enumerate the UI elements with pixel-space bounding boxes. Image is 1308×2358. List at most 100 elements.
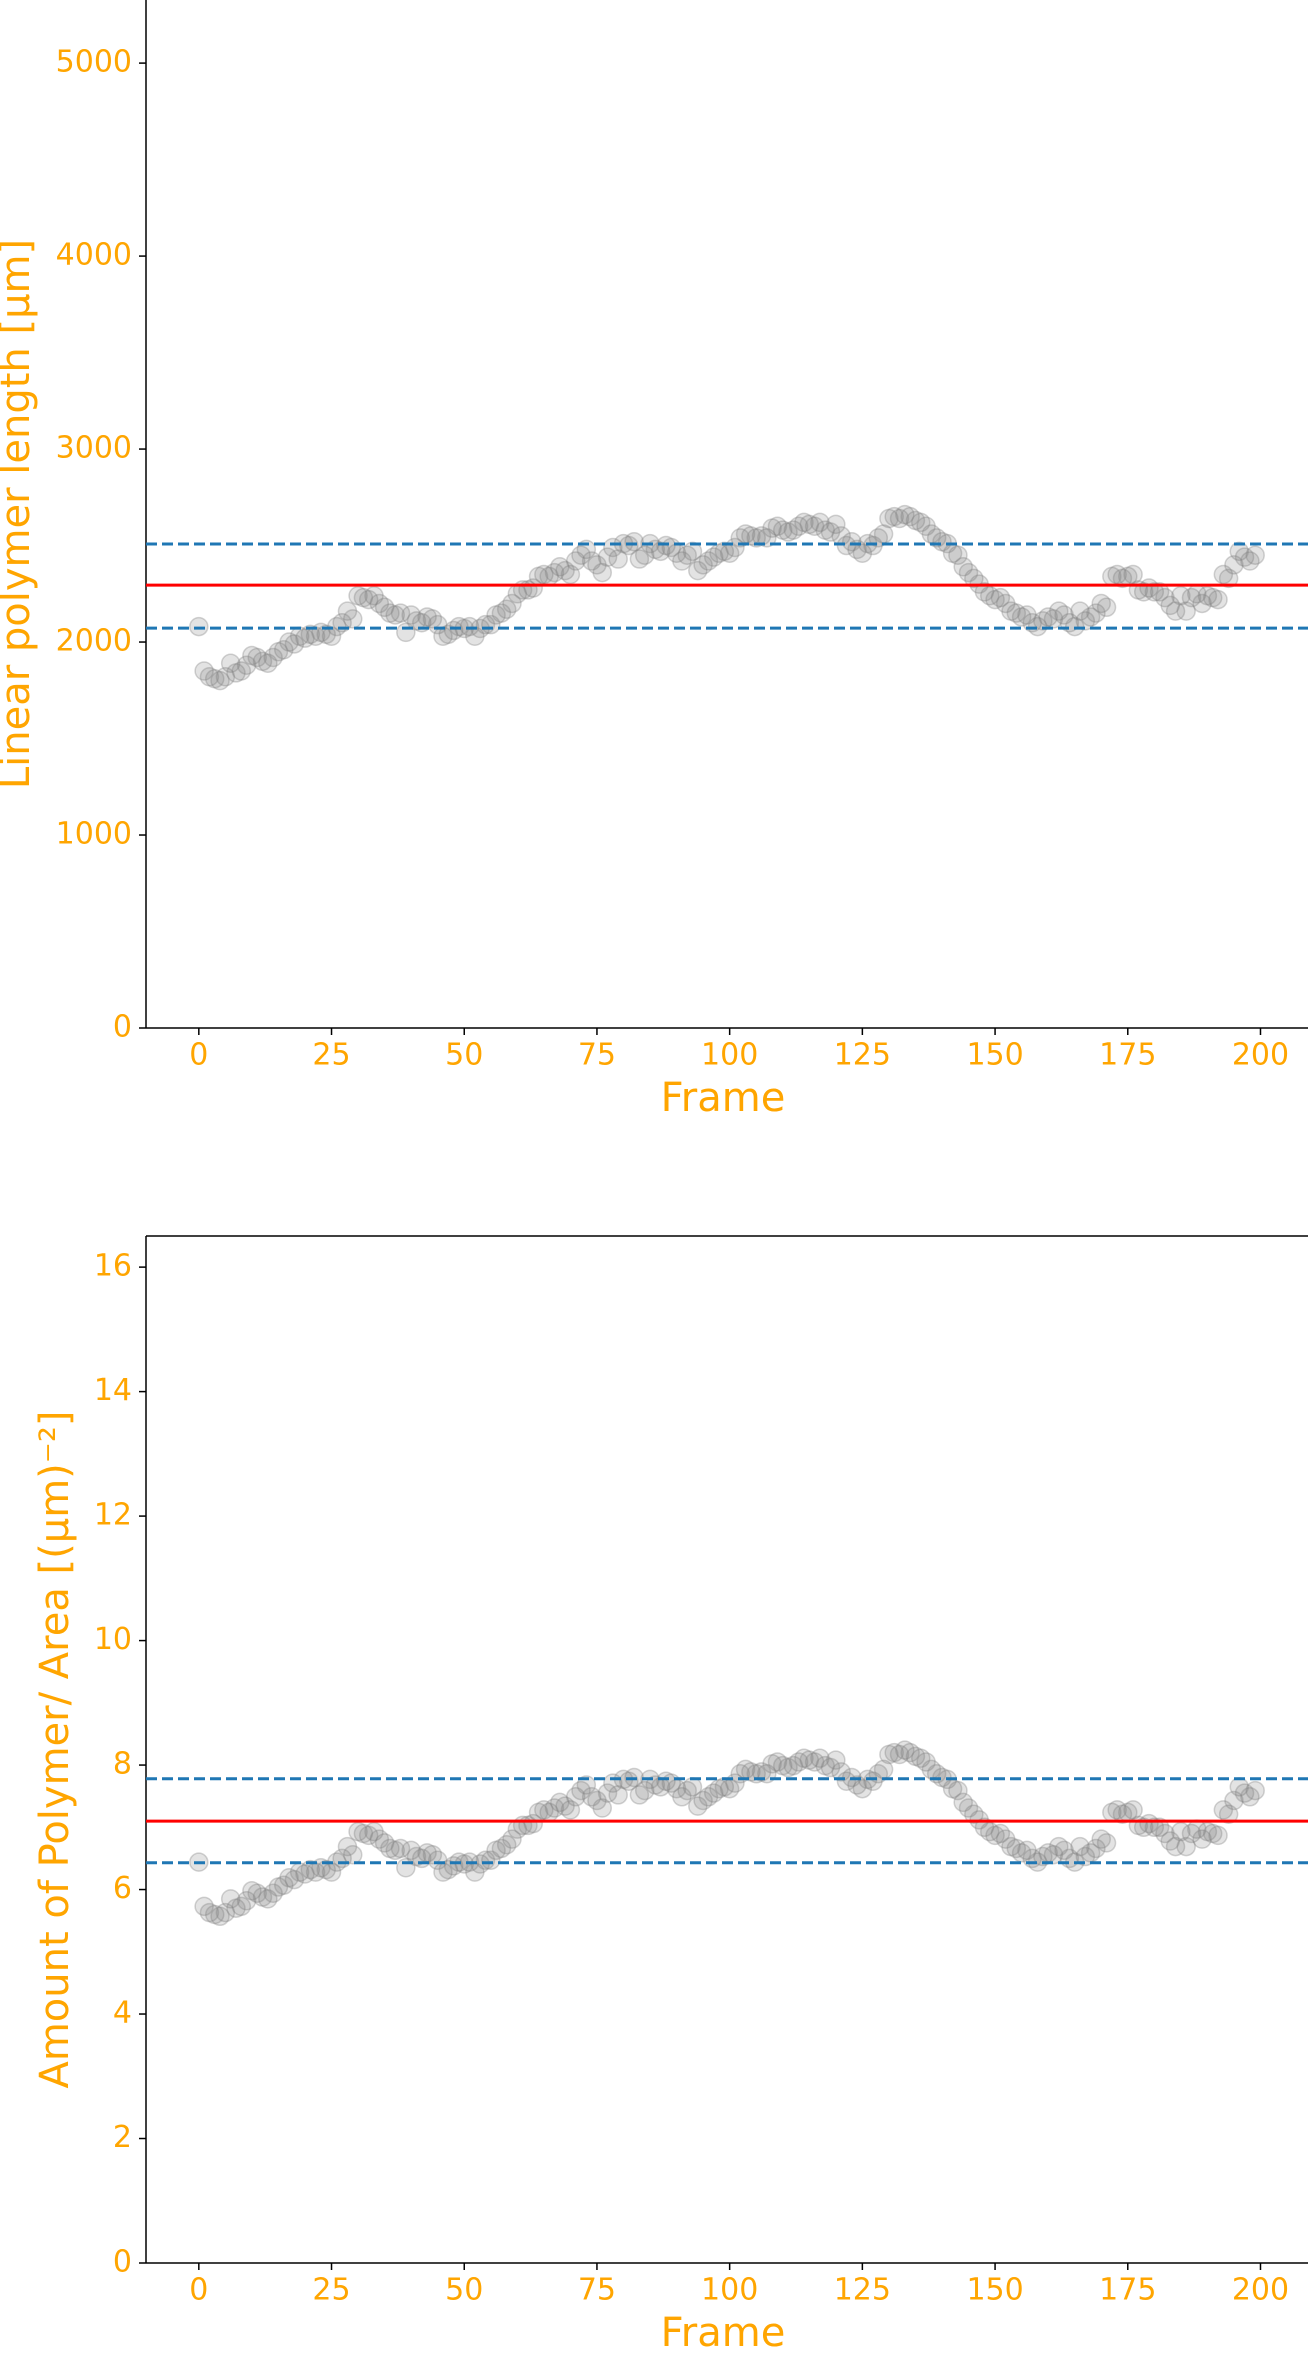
data-point — [1091, 1829, 1111, 1849]
x-tick-label: 175 — [1099, 1038, 1156, 1073]
data-point — [369, 593, 390, 614]
data-point — [1202, 587, 1223, 608]
data-point — [279, 632, 299, 652]
data-point — [550, 1792, 570, 1813]
data-point — [486, 605, 506, 625]
data-point — [555, 1796, 575, 1816]
data-point — [1208, 589, 1228, 610]
data-point — [1070, 1836, 1090, 1857]
data-point — [1192, 1829, 1212, 1849]
data-point — [284, 1869, 305, 1890]
data-point — [958, 562, 979, 583]
data-point — [300, 1859, 321, 1880]
data-point — [958, 1798, 979, 1818]
data-point — [974, 1817, 995, 1838]
data-point — [571, 545, 591, 565]
x-tick-label: 50 — [445, 1038, 483, 1073]
data-point — [783, 1755, 804, 1776]
data-point — [852, 543, 873, 564]
data-point — [571, 1780, 591, 1801]
data-point — [343, 1844, 363, 1865]
data-point — [422, 609, 443, 629]
data-point — [953, 1792, 973, 1813]
data-point — [343, 609, 363, 629]
data-point — [905, 1746, 926, 1767]
data-point — [316, 1859, 336, 1880]
data-point — [1245, 545, 1265, 565]
data-point — [364, 1821, 384, 1842]
data-point — [672, 1787, 692, 1807]
data-point — [555, 560, 575, 581]
data-point — [443, 620, 464, 641]
data-point — [422, 1844, 443, 1865]
data-point — [1107, 1800, 1127, 1820]
y-tick-label: 12 — [94, 1498, 132, 1533]
data-point — [199, 667, 220, 687]
data-point — [1213, 1800, 1234, 1820]
y-tick-label: 8 — [113, 1747, 132, 1782]
data-point — [826, 1750, 846, 1770]
data-point — [926, 528, 947, 548]
y-tick-label: 6 — [113, 1871, 132, 1906]
data-point — [406, 1846, 427, 1867]
data-point — [810, 512, 830, 533]
y-tick-label: 0 — [113, 1010, 132, 1045]
y-tick-label: 14 — [94, 1373, 132, 1408]
data-point — [358, 589, 379, 610]
y-tick-label: 10 — [94, 1622, 132, 1657]
data-point — [231, 1896, 252, 1917]
data-point — [544, 562, 565, 583]
data-point — [481, 1850, 501, 1871]
data-point — [385, 605, 405, 625]
data-point — [836, 535, 857, 556]
data-point — [709, 1778, 729, 1799]
data-point — [491, 603, 512, 623]
data-point — [778, 1757, 798, 1778]
data-point — [1176, 1836, 1196, 1857]
data-point — [364, 585, 384, 606]
data-point — [380, 1838, 400, 1859]
data-point — [1202, 1823, 1223, 1844]
data-point — [374, 1833, 395, 1853]
data-point — [401, 1840, 421, 1861]
data-point — [698, 551, 719, 571]
y-axis-label: Amount of Polymer/ Area [(μm)⁻²] — [32, 1410, 78, 2088]
data-point — [1155, 1823, 1175, 1844]
data-point — [799, 1750, 820, 1770]
data-point — [751, 1762, 772, 1782]
data-point — [1171, 1821, 1191, 1842]
data-point — [820, 1757, 841, 1778]
data-point — [496, 1834, 517, 1855]
data-point — [788, 1752, 809, 1772]
data-point — [189, 616, 209, 637]
data-point — [629, 1785, 650, 1805]
data-point — [1091, 593, 1111, 614]
data-point — [985, 1825, 1005, 1846]
data-point — [682, 541, 703, 562]
data-point — [698, 1787, 719, 1807]
data-point — [804, 516, 825, 537]
y-tick-label: 1000 — [56, 817, 132, 852]
data-point — [995, 1829, 1016, 1849]
data-point — [1033, 1846, 1053, 1867]
data-point — [672, 551, 692, 571]
data-point — [656, 1771, 676, 1791]
data-point — [587, 1790, 607, 1811]
data-point — [1240, 551, 1260, 571]
data-point — [258, 1889, 278, 1909]
data-point — [895, 504, 915, 525]
data-point — [794, 1748, 814, 1768]
data-point — [953, 557, 973, 577]
data-point — [772, 520, 793, 540]
data-point — [1144, 582, 1165, 602]
data-point — [220, 653, 241, 674]
data-point — [1054, 1840, 1074, 1861]
data-point — [619, 535, 639, 556]
data-point — [980, 585, 1000, 606]
data-point — [1070, 601, 1090, 621]
data-point — [1011, 1843, 1032, 1863]
data-point — [581, 551, 602, 571]
data-point — [268, 641, 289, 662]
data-point — [1197, 1821, 1218, 1842]
x-tick-label: 0 — [189, 2273, 208, 2308]
